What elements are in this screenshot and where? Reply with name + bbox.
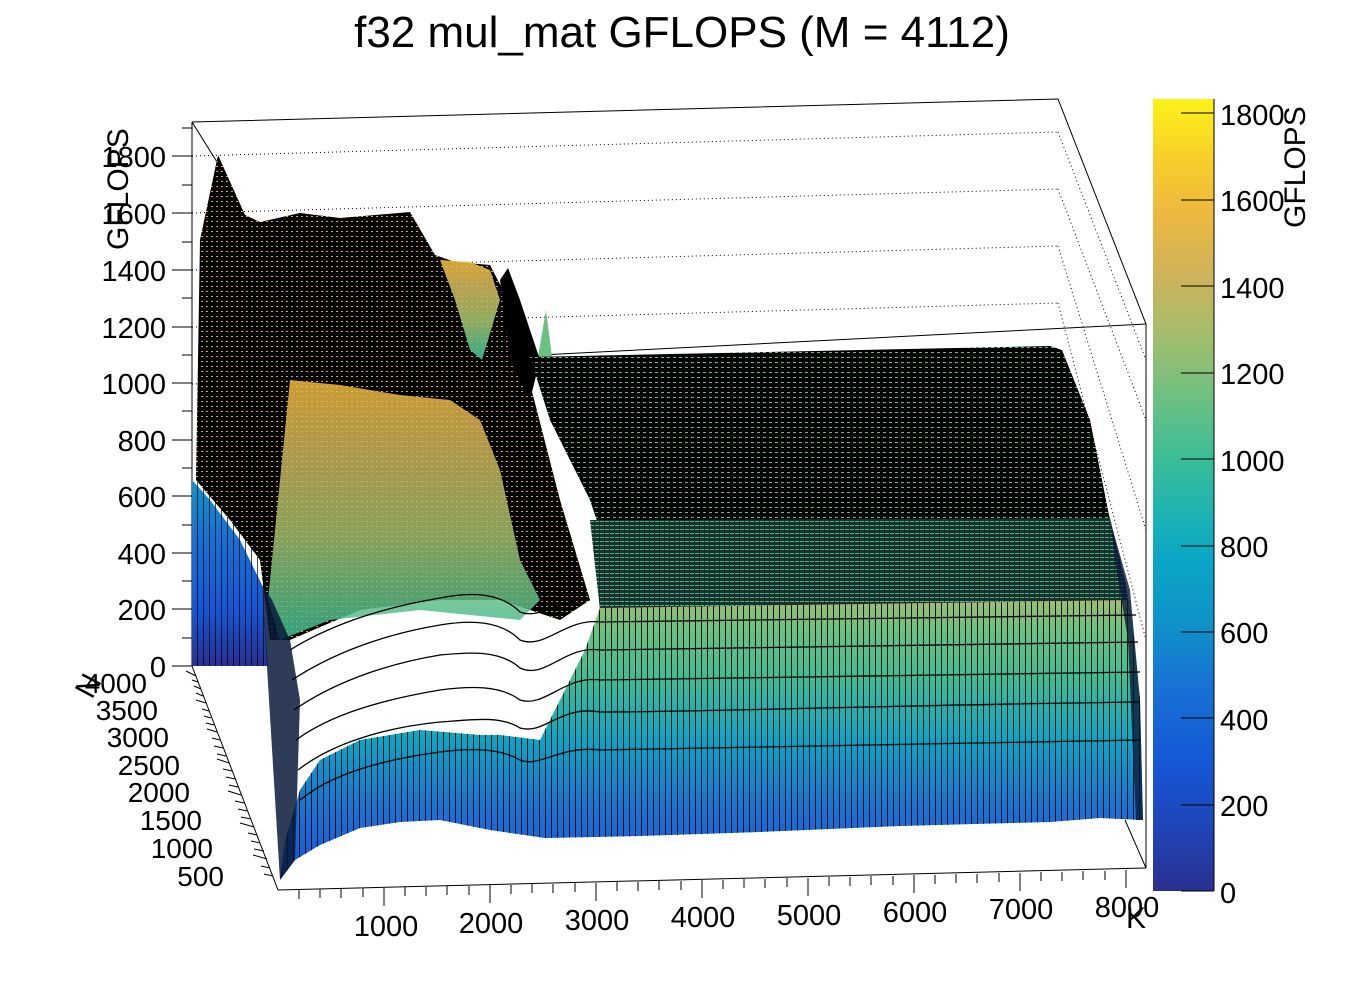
z-axis-ticks (172, 127, 192, 667)
z-tick-label: 1000 (101, 369, 166, 401)
surface-spike (538, 310, 552, 357)
y-tick-label: 3000 (107, 722, 169, 753)
x-axis-title: K (1126, 902, 1146, 935)
colorbar-tick-label: 1200 (1220, 359, 1285, 391)
y-tick-label: 2000 (128, 777, 190, 808)
y-axis-ticks (185, 670, 274, 877)
colorbar-tick-label: 400 (1220, 705, 1268, 737)
colorbar-tick-label: 200 (1220, 791, 1268, 823)
z-tick-label: 1400 (101, 256, 166, 288)
z-tick-label: 1200 (101, 313, 166, 345)
surface-front-left-edge (262, 585, 300, 880)
colorbar-title: GFLOPS (1279, 106, 1312, 228)
x-axis-ticks (298, 870, 1127, 906)
z-tick-label: 1800 (101, 142, 166, 174)
y-tick-label: 1000 (151, 833, 213, 864)
x-tick-label: 6000 (883, 897, 948, 929)
surface-plateau-slope (590, 518, 1130, 610)
y-tick-label: 4000 (85, 668, 147, 699)
z-tick-label: 400 (118, 539, 166, 571)
surface-contours (289, 593, 1141, 801)
z-tick-label: 0 (150, 652, 166, 684)
z-tick-label: 600 (118, 482, 166, 514)
z-tick-label: 200 (118, 595, 166, 627)
y-tick-label: 2500 (118, 750, 180, 781)
x-tick-label: 3000 (565, 905, 630, 937)
x-tick-label: 8000 (1095, 892, 1160, 924)
x-tick-label: 5000 (777, 900, 842, 932)
z-tick-label: 1600 (101, 199, 166, 231)
colorbar-tick-label: 1800 (1220, 100, 1285, 132)
chart-title: f32 mul_mat GFLOPS (M = 4112) (354, 8, 1010, 57)
y-tick-label: 500 (177, 861, 224, 892)
x-axis-labels: 1000 2000 3000 4000 5000 6000 7000 8000 (354, 892, 1160, 943)
surface-ridge (500, 268, 540, 400)
colorbar: 0 200 400 600 800 1000 1200 1400 1600 18… (1153, 99, 1312, 910)
surface-warm-front (268, 380, 540, 640)
colorbar-tick-label: 600 (1220, 618, 1268, 650)
y-tick-label: 3500 (96, 695, 158, 726)
colorbar-tick-label: 800 (1220, 532, 1268, 564)
x-tick-label: 7000 (989, 894, 1054, 926)
x-tick-label: 2000 (459, 908, 524, 940)
z-axis-labels: 0 200 400 600 800 1000 1200 1400 1600 18… (101, 142, 166, 684)
y-tick-label: 1500 (140, 805, 202, 836)
colorbar-tick-label: 1600 (1220, 186, 1285, 218)
z-axis-title: GFLOPS (102, 128, 135, 250)
colorbar-tick-label: 1400 (1220, 273, 1285, 305)
surface-plateau-top (530, 346, 1110, 530)
colorbar-tick-label: 1000 (1220, 446, 1285, 478)
colorbar-tick-label: 0 (1220, 878, 1236, 910)
x-tick-label: 4000 (671, 902, 736, 934)
x-tick-label: 1000 (354, 911, 419, 943)
axis-lines-front (191, 665, 1147, 891)
surface-secondary-peak (440, 260, 500, 360)
y-axis-labels: 500 1000 1500 2000 2500 3000 3500 4000 (85, 668, 224, 892)
z-tick-label: 800 (118, 426, 166, 458)
surface-right-edge (1110, 520, 1143, 820)
